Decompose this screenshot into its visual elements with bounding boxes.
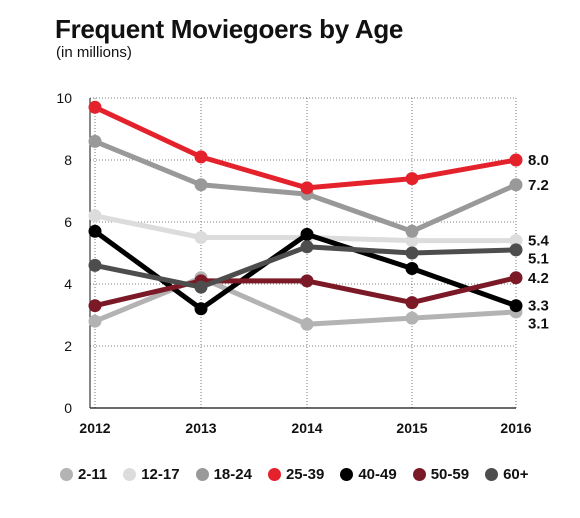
data-point-2-11 — [88, 314, 102, 328]
legend-swatch — [60, 468, 73, 481]
end-value-label-50-59: 4.2 — [528, 270, 549, 287]
legend-label: 25-39 — [285, 466, 325, 483]
y-tick-label: 8 — [64, 152, 72, 168]
end-value-label-60+: 5.1 — [528, 251, 549, 268]
data-point-60+ — [405, 246, 419, 260]
x-tick-label: 2013 — [185, 420, 216, 436]
data-point-40-49 — [88, 224, 102, 238]
legend-swatch — [267, 468, 281, 481]
data-point-2-11 — [405, 311, 419, 325]
y-tick-label: 0 — [64, 400, 72, 416]
x-tick-label: 2014 — [291, 420, 322, 436]
data-point-40-49 — [194, 302, 208, 316]
series-line-25-39 — [92, 104, 519, 191]
legend-item-50-59: 50-59 — [412, 466, 470, 483]
chart-legend: 2-11 12-17 18-24 25-39 40-49 50-59 60+ — [60, 466, 529, 483]
data-point-18-24 — [509, 178, 523, 192]
data-point-12-17 — [88, 209, 102, 223]
data-point-25-39 — [405, 172, 419, 186]
data-point-60+ — [88, 258, 102, 272]
chart-title: Frequent Moviegoers by Age — [55, 14, 404, 44]
data-point-50-59 — [405, 296, 419, 310]
end-value-label-2-11: 3.1 — [528, 316, 549, 333]
legend-item-40-49: 40-49 — [340, 466, 397, 483]
legend-swatch — [485, 468, 499, 481]
end-value-label-25-39: 8.0 — [528, 152, 549, 169]
y-tick-label: 10 — [56, 90, 72, 106]
x-tick-label: 2012 — [79, 420, 110, 436]
data-point-50-59 — [300, 274, 314, 288]
data-point-2-11 — [300, 317, 314, 331]
data-point-25-39 — [194, 150, 208, 164]
end-value-label-12-17: 5.4 — [528, 233, 550, 250]
chart-subtitle: (in millions) — [56, 44, 132, 61]
data-point-40-49 — [509, 299, 523, 313]
y-tick-label: 4 — [64, 276, 72, 292]
data-point-18-24 — [88, 134, 102, 148]
legend-item-60+: 60+ — [485, 466, 529, 483]
legend-item-18-24: 18-24 — [195, 466, 252, 483]
y-tick-label: 6 — [64, 214, 72, 230]
legend-item-12-17: 12-17 — [123, 466, 180, 483]
data-point-25-39 — [509, 153, 523, 167]
y-tick-label: 2 — [64, 338, 72, 354]
legend-item-2-11: 2-11 — [60, 466, 107, 483]
legend-label: 40-49 — [358, 466, 397, 483]
data-point-12-17 — [194, 231, 208, 244]
legend-swatch — [195, 468, 209, 481]
data-point-60+ — [509, 243, 523, 257]
data-point-40-49 — [405, 262, 419, 275]
x-tick-label: 2016 — [500, 420, 531, 436]
legend-label: 60+ — [503, 466, 529, 483]
legend-item-25-39: 25-39 — [267, 466, 325, 483]
end-value-label-40-49: 3.3 — [528, 298, 549, 315]
data-point-60+ — [194, 280, 208, 294]
data-point-12-17 — [509, 234, 523, 248]
x-tick-label: 2015 — [396, 420, 427, 436]
data-point-18-24 — [405, 224, 419, 238]
data-point-25-39 — [300, 181, 314, 195]
data-point-12-17 — [405, 234, 419, 248]
data-point-25-39 — [88, 100, 102, 114]
data-point-40-49 — [300, 227, 314, 241]
end-value-label-18-24: 7.2 — [528, 177, 549, 194]
data-point-50-59 — [88, 299, 102, 313]
legend-swatch — [340, 468, 354, 481]
data-point-18-24 — [194, 178, 208, 192]
legend-label: 50-59 — [430, 466, 470, 483]
legend-label: 2-11 — [78, 466, 108, 483]
legend-label: 12-17 — [141, 466, 180, 483]
legend-swatch — [412, 468, 426, 481]
legend-label: 18-24 — [213, 466, 252, 483]
data-point-60+ — [300, 240, 314, 254]
legend-swatch — [123, 468, 137, 481]
data-point-50-59 — [509, 271, 523, 285]
